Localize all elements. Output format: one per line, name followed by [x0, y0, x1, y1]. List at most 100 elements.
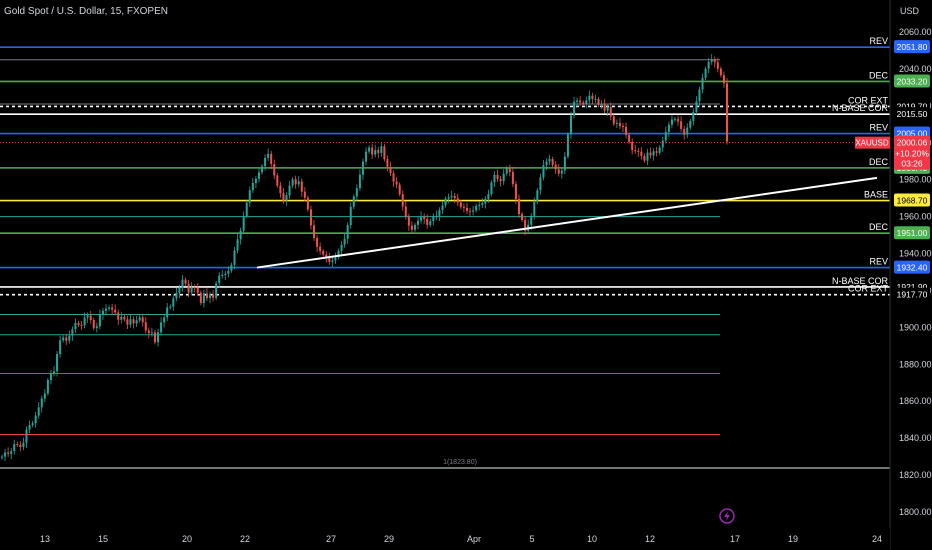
candle-body: [514, 184, 517, 199]
candle-body: [456, 198, 459, 203]
level-label: N-BASE COR: [832, 103, 889, 113]
candle-body: [7, 452, 10, 454]
candle-body: [254, 178, 257, 184]
candle-body: [196, 287, 199, 293]
y-tick-label: 2040.00: [899, 64, 932, 74]
candle-body: [517, 198, 520, 215]
price-axis[interactable]: USD2060.002040.002020.002000.001980.0019…: [889, 0, 932, 550]
level-label: N-BASE COR: [832, 276, 889, 286]
candle-body: [413, 224, 416, 230]
x-tick-label: 15: [98, 534, 108, 544]
candle-body: [680, 121, 683, 129]
candle-body: [432, 216, 435, 222]
candle-body: [664, 131, 667, 141]
candle-body: [68, 335, 71, 341]
candle-body: [132, 319, 135, 324]
candle-body: [609, 106, 612, 117]
level-price-tag-text: 1951.00: [897, 228, 928, 238]
candle-body: [511, 171, 514, 185]
candle-body: [352, 196, 355, 207]
candle-body: [25, 429, 28, 443]
candle-body: [404, 206, 407, 217]
level-price-tag: [894, 74, 930, 88]
candle-body: [481, 203, 484, 205]
level-price-tag-text: 2033.20: [897, 76, 928, 86]
candle-body: [120, 316, 123, 320]
y-tick-label: 2060.00: [899, 27, 932, 37]
candle-body: [677, 119, 680, 122]
candle-body: [588, 95, 591, 101]
candle-body: [111, 307, 114, 310]
candle-body: [209, 294, 212, 299]
candle-body: [594, 99, 597, 101]
candle-body: [267, 153, 270, 158]
candle-body: [144, 322, 147, 331]
candle-body: [490, 182, 493, 195]
lightning-icon[interactable]: [719, 508, 735, 524]
candle-body: [346, 225, 349, 239]
candle-body: [493, 174, 496, 183]
candle-body: [230, 264, 233, 271]
candle-body: [233, 250, 236, 265]
candle-body: [383, 146, 386, 160]
candle-body: [530, 215, 533, 225]
candle-body: [371, 147, 374, 155]
candle-body: [554, 164, 557, 170]
candle-body: [459, 202, 462, 208]
candle-body: [184, 279, 187, 284]
candle-body: [389, 166, 392, 174]
candle-body: [646, 152, 649, 161]
candle-body: [447, 197, 450, 199]
candle-body: [218, 275, 221, 284]
candle-body: [319, 246, 322, 251]
x-tick-label: 5: [529, 534, 534, 544]
candle-body: [279, 185, 282, 194]
level-price-tag-text: 2019.70: [897, 101, 928, 111]
candle-body: [297, 181, 300, 185]
candle-body: [585, 100, 588, 104]
candle-body: [98, 314, 101, 327]
candle-body: [95, 326, 98, 329]
candle-body: [542, 165, 545, 178]
candle-body: [713, 59, 716, 63]
candle-body: [450, 195, 453, 198]
x-tick-label: 27: [326, 534, 336, 544]
candle-body: [569, 115, 572, 135]
x-tick-label: 22: [240, 534, 250, 544]
candle-body: [618, 123, 621, 126]
candle-body: [358, 174, 361, 189]
candle-body: [377, 149, 380, 154]
candle-body: [331, 260, 334, 262]
x-tick-label: 19: [788, 534, 798, 544]
time-axis-bg: [0, 528, 890, 550]
trendline[interactable]: [256, 176, 878, 269]
candle-body: [157, 332, 160, 343]
last-price-countdown: 03:26: [901, 159, 923, 169]
candle-body: [22, 442, 25, 448]
candle-body: [368, 147, 371, 152]
candle-body: [193, 287, 196, 289]
candle-body: [484, 199, 487, 204]
candle-body: [631, 142, 634, 151]
time-axis[interactable]: 13 15 20 22 27 29 Apr 5 10 12 17 19 24: [0, 508, 890, 550]
candle-body: [251, 183, 254, 191]
candle-body: [291, 179, 294, 186]
candle-body: [426, 218, 429, 225]
candle-body: [16, 444, 19, 446]
candle-body: [187, 283, 190, 293]
candlestick-series: [1, 54, 728, 462]
candle-body: [695, 101, 698, 112]
candle-body: [227, 270, 230, 274]
chart-title: Gold Spot / U.S. Dollar, 15, FXOPEN: [4, 6, 168, 17]
candle-body: [19, 444, 22, 448]
level-price-tag: [894, 40, 930, 54]
candle-body: [13, 444, 16, 452]
candle-body: [236, 239, 239, 251]
candle-body: [444, 198, 447, 206]
candle-body: [649, 152, 652, 156]
trendline-line[interactable]: [256, 176, 878, 269]
candle-body: [175, 292, 178, 299]
